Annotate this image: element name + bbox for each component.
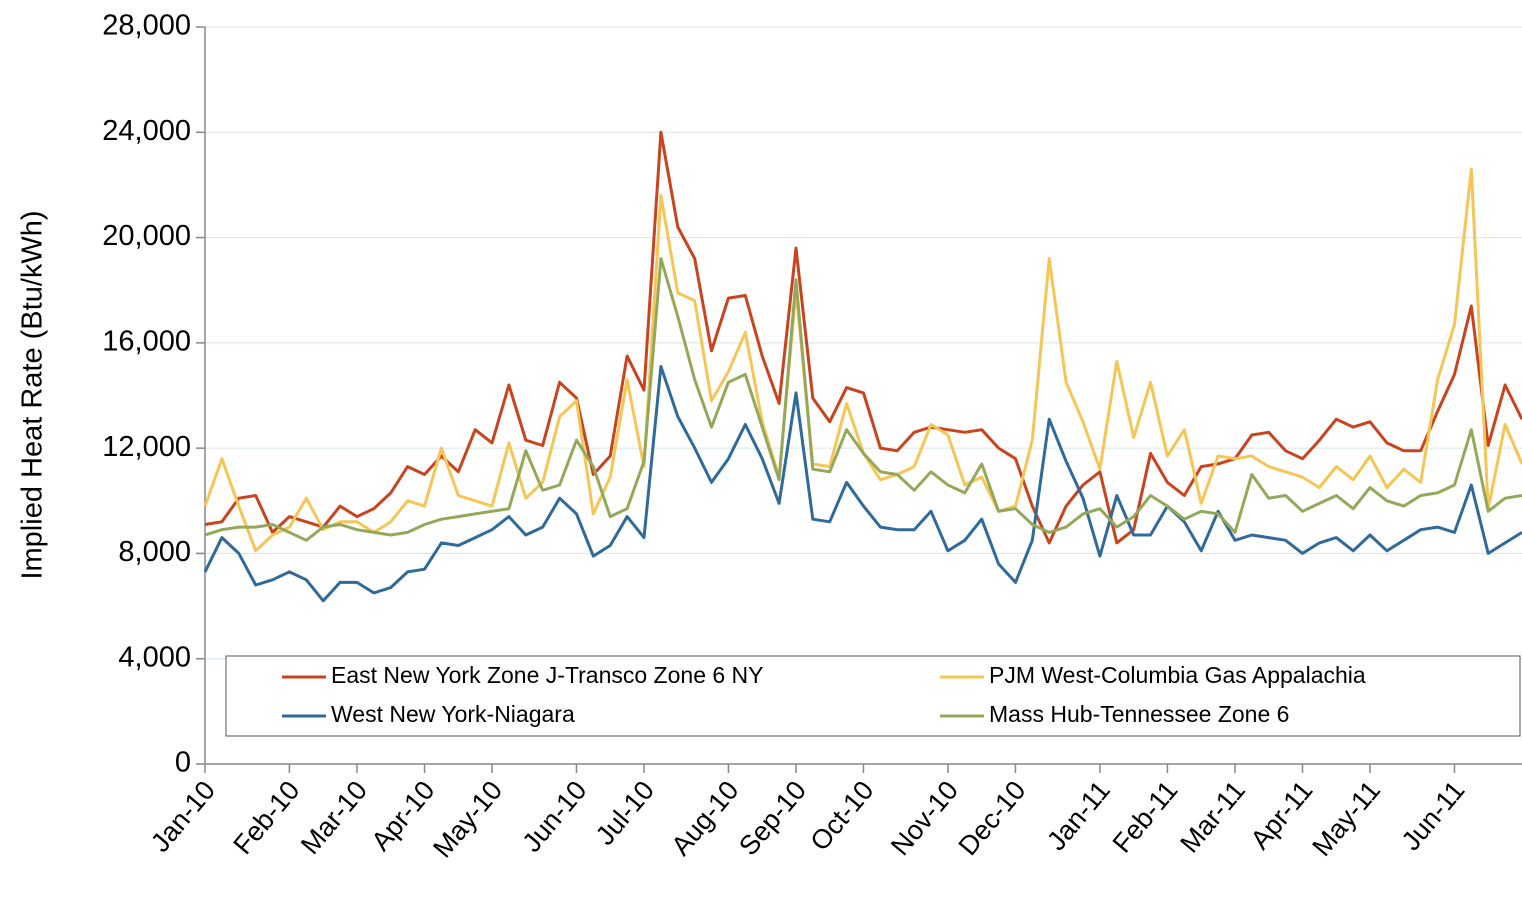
legend-label: East New York Zone J-Transco Zone 6 NY bbox=[331, 662, 764, 688]
y-tick-label: 12,000 bbox=[102, 431, 191, 463]
x-tick-label: Jul-10 bbox=[590, 775, 660, 851]
series-line bbox=[204, 130, 1522, 545]
x-tick-label: Sep-10 bbox=[733, 775, 812, 861]
y-tick-label: 8,000 bbox=[118, 536, 191, 568]
x-tick-label: Jun-11 bbox=[1396, 775, 1471, 856]
x-tick-label: Jan-10 bbox=[145, 775, 221, 858]
x-tick-label: Feb-10 bbox=[227, 775, 305, 860]
y-tick-label: 20,000 bbox=[102, 220, 191, 252]
y-tick-label: 24,000 bbox=[102, 115, 191, 147]
x-tick-label: Dec-10 bbox=[953, 775, 1032, 861]
x-tick-label: Feb-11 bbox=[1107, 775, 1184, 858]
legend-label: West New York-Niagara bbox=[331, 701, 575, 727]
x-tick-label: Oct-10 bbox=[804, 775, 879, 856]
x-tick-label: Aug-10 bbox=[666, 775, 745, 861]
x-tick-label: May-10 bbox=[427, 775, 508, 863]
x-tick-label: Jan-11 bbox=[1041, 775, 1116, 856]
x-tick-label: May-11 bbox=[1307, 775, 1387, 862]
series-line bbox=[203, 365, 1522, 603]
x-tick-label: Nov-10 bbox=[885, 775, 964, 861]
legend-box bbox=[225, 655, 1521, 737]
y-axis-title: Implied Heat Rate (Btu/kWh) bbox=[17, 210, 49, 579]
x-tick-label: Mar-11 bbox=[1174, 775, 1251, 858]
x-tick-label: Jun-10 bbox=[516, 775, 592, 858]
x-tick-label: Mar-10 bbox=[295, 775, 373, 860]
y-tick-label: 28,000 bbox=[102, 10, 191, 42]
legend-label: Mass Hub-Tennessee Zone 6 bbox=[989, 701, 1289, 727]
series-line bbox=[204, 257, 1522, 542]
y-tick-label: 16,000 bbox=[102, 326, 191, 358]
legend-label: PJM West-Columbia Gas Appalachia bbox=[989, 662, 1366, 688]
y-tick-label: 0 bbox=[175, 747, 191, 779]
series-line bbox=[203, 167, 1522, 553]
y-tick-label: 4,000 bbox=[118, 641, 191, 673]
